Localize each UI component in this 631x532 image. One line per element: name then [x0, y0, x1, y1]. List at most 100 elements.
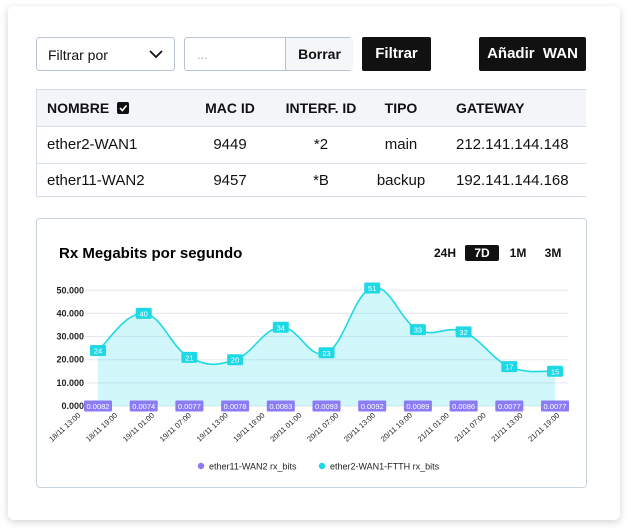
- point-label-bg: [312, 400, 341, 412]
- x-tick-label: 21/11 01:00: [416, 411, 451, 444]
- legend-label[interactable]: ether11-WAN2 rx_bits: [209, 462, 297, 472]
- y-tick-label: 10.000: [56, 378, 84, 388]
- table-cell: 212.141.144.148: [456, 136, 569, 153]
- point-label-bg: [495, 400, 524, 412]
- table-row[interactable]: ether2-WAN1 9449 *2 main 212.141.144.148: [37, 127, 586, 164]
- data-label: 34: [277, 323, 285, 332]
- table-cell: *B: [313, 172, 329, 189]
- point-label-bg: [272, 321, 289, 333]
- table-cell: main: [384, 136, 418, 153]
- filter-button[interactable]: Filtrar: [362, 37, 431, 71]
- table-cell: 9457: [213, 172, 247, 189]
- legend-label[interactable]: ether2-WAN1-FTTH rx_bits: [330, 462, 440, 472]
- point-label-bg: [181, 351, 198, 363]
- data-label: 24: [94, 346, 102, 355]
- point-label-bg: [90, 344, 106, 356]
- range-button[interactable]: 24H: [434, 246, 456, 260]
- point-label-bg: [501, 361, 518, 373]
- area: [98, 287, 555, 406]
- column-header: NOMBRE: [47, 100, 110, 116]
- chevron: [149, 50, 163, 59]
- point-label-bg: [409, 324, 426, 336]
- y-tick-label: 40.000: [56, 308, 84, 318]
- column-header: INTERF. ID: [285, 100, 357, 116]
- point-label-bg: [449, 400, 478, 412]
- y-tick-label: 50.000: [56, 285, 84, 295]
- data-label: 0.0083: [269, 402, 292, 411]
- data-label: 0.0092: [361, 402, 384, 411]
- table-cell: ether2-WAN1: [47, 136, 138, 153]
- point-label-bg: [318, 347, 335, 359]
- chart-card: Rx Megabits por segundo 24H 7D 1M 3M 0.000 10…: [36, 218, 587, 488]
- point-label-bg: [358, 400, 387, 412]
- point-label-bg: [135, 307, 152, 319]
- select-label: Filtrar por: [48, 47, 108, 63]
- data-label: 0.0077: [178, 402, 201, 411]
- legend-swatch: [197, 462, 205, 470]
- point-label-bg: [541, 400, 569, 412]
- data-label: 21: [185, 353, 193, 362]
- clear-button[interactable]: Borrar: [285, 38, 353, 70]
- data-label: 51: [368, 284, 376, 293]
- x-tick-label: 21/11 07:00: [453, 411, 488, 444]
- point-label-bg: [129, 400, 158, 412]
- data-label: 0.0074: [132, 402, 155, 411]
- column-header: TIPO: [384, 100, 418, 116]
- point-label-bg: [221, 400, 250, 412]
- table-cell: 192.141.144.168: [456, 172, 569, 189]
- table-cell: ether11-WAN2: [47, 172, 145, 189]
- range-button[interactable]: 7D: [474, 246, 490, 260]
- point-label-bg: [84, 400, 112, 412]
- y-tick-label: 0.000: [61, 401, 84, 411]
- point-label-bg: [403, 400, 432, 412]
- point-label-bg: [227, 354, 244, 366]
- data-label: 0.0089: [406, 402, 429, 411]
- data-label: 0.0093: [315, 402, 338, 411]
- filter-select[interactable]: Filtrar por: [36, 37, 175, 71]
- y-tick-label: 30.000: [56, 332, 84, 342]
- point-label-bg: [455, 326, 472, 338]
- column-header: GATEWAY: [456, 100, 525, 116]
- data-label: 0.0077: [544, 402, 567, 411]
- range-button[interactable]: 3M: [545, 246, 562, 260]
- x-tick-label: 20/11 07:00: [305, 411, 340, 444]
- x-tick-label: 20/11 13:00: [342, 411, 377, 444]
- data-label: 0.0086: [452, 402, 475, 411]
- legend-swatch: [318, 462, 326, 470]
- data-label: 17: [505, 363, 513, 372]
- x-tick-label: 19/11 07:00: [158, 411, 193, 444]
- add-button[interactable]: Añadir WAN: [479, 37, 586, 71]
- x-tick-label: 18/11 13:00: [47, 411, 82, 444]
- data-label: 0.0077: [498, 402, 521, 411]
- x-tick-label: 19/11 01:00: [121, 411, 156, 444]
- data-label: 0.0082: [87, 402, 110, 411]
- filter-input[interactable]: ... Borrar: [184, 37, 353, 71]
- point-label-bg: [175, 400, 204, 412]
- point-label-bg: [266, 400, 295, 412]
- x-tick-label: 20/11 19:00: [379, 411, 414, 444]
- x-tick-label: 21/11 19:00: [526, 411, 561, 444]
- table-cell: backup: [376, 172, 426, 189]
- x-tick-label: 20/11 01:00: [268, 411, 303, 444]
- table-cell: 9449: [213, 136, 247, 153]
- x-tick-label: 18/11 19:00: [84, 411, 119, 444]
- data-label: 0.0078: [224, 402, 247, 411]
- x-tick-label: 21/11 13:00: [489, 411, 524, 444]
- column-header: MAC ID: [205, 100, 255, 116]
- point-label-bg: [547, 365, 563, 377]
- data-label: 20: [231, 356, 239, 365]
- checkbox-icon[interactable]: [117, 102, 129, 114]
- chart-title: Rx Megabits por segundo: [59, 245, 242, 262]
- table-header: NOMBRE MAC ID INTERF. ID TIPO GATEWAY: [37, 90, 586, 127]
- input-placeholder: ...: [197, 47, 208, 62]
- point-label-bg: [364, 282, 381, 294]
- x-tick-label: 19/11 13:00: [195, 411, 230, 444]
- x-tick-label: 19/11 19:00: [232, 411, 267, 444]
- range-active-bg: [465, 245, 499, 261]
- table: NOMBRE MAC ID INTERF. ID TIPO GATEWAY ether2-…: [36, 89, 586, 197]
- data-label: 23: [322, 349, 330, 358]
- table-row[interactable]: ether11-WAN2 9457 *B backup 192.141.144.168: [37, 163, 586, 196]
- range-button[interactable]: 1M: [510, 246, 527, 260]
- table-cell: *2: [313, 136, 329, 153]
